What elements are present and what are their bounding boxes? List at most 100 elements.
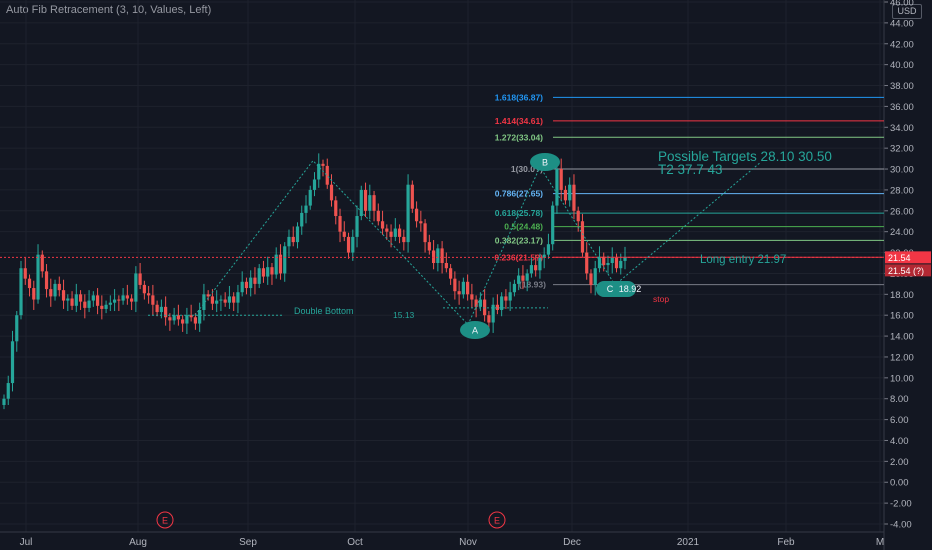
- candle-body: [606, 263, 610, 266]
- candle-body: [576, 210, 580, 222]
- fib-level-label: 1(30.0?): [511, 164, 543, 174]
- candle-body: [538, 257, 542, 271]
- earnings-marker: [156, 511, 174, 529]
- candle-body: [474, 299, 478, 307]
- x-tick-label: Feb: [777, 537, 795, 548]
- candle-body: [410, 184, 414, 209]
- candle-body: [253, 277, 257, 284]
- point-b-bubble-label: B: [542, 158, 548, 168]
- candle-body: [240, 281, 244, 293]
- candle-body: [355, 216, 359, 237]
- y-tick-label: 44.00: [890, 18, 914, 29]
- candle-body: [542, 254, 546, 258]
- candle-body: [580, 221, 585, 253]
- y-tick-label: 32.00: [890, 144, 914, 155]
- point-a-bubble-label: A: [472, 326, 478, 336]
- candle-body: [6, 383, 10, 399]
- candle-body: [440, 248, 444, 263]
- candle-body: [478, 299, 482, 307]
- candle-body: [87, 300, 91, 308]
- y-tick-label: 46.00: [890, 0, 914, 9]
- candle-body: [508, 292, 512, 301]
- candle-body: [568, 184, 572, 201]
- point-c-label: C: [607, 284, 614, 294]
- candle-body: [389, 231, 393, 237]
- y-tick-label: 2.00: [890, 457, 909, 468]
- earnings-marker: [488, 511, 506, 529]
- y-tick-label: 14.00: [890, 332, 914, 343]
- candle-body: [138, 273, 142, 285]
- candle-body: [444, 263, 448, 269]
- candle-body: [487, 315, 491, 323]
- stop-text: stop: [653, 294, 669, 304]
- candle-body: [236, 292, 240, 303]
- x-tick-label: M: [876, 537, 884, 548]
- candle-body: [189, 315, 193, 318]
- candle-body: [40, 254, 44, 272]
- candle-body: [206, 294, 210, 297]
- candle-body: [393, 228, 397, 237]
- candle-body: [232, 296, 236, 303]
- candle-body: [53, 283, 57, 297]
- candle-body: [66, 298, 70, 301]
- x-tick-label: Oct: [347, 537, 363, 548]
- candle-body: [551, 205, 555, 245]
- candle-body: [457, 291, 461, 295]
- candle-body: [172, 315, 176, 321]
- y-tick-label: 24.00: [890, 227, 914, 238]
- candle-body: [198, 309, 202, 324]
- candle-body: [15, 315, 19, 342]
- y-tick-label: 40.00: [890, 60, 914, 71]
- candle-body: [210, 296, 215, 304]
- candle-body: [466, 281, 470, 295]
- candle-body: [385, 228, 389, 232]
- earnings-marker-label: E: [494, 516, 500, 526]
- candle-body: [164, 306, 168, 318]
- double-bottom-text: Double Bottom: [294, 306, 354, 316]
- candle-body: [223, 299, 227, 303]
- fib-level-label: 1.414(34.61): [495, 116, 543, 126]
- candle-body: [427, 242, 431, 251]
- candle-body: [44, 271, 49, 290]
- candle-body: [130, 298, 134, 302]
- candle-body: [304, 205, 308, 213]
- last-price-label: 21.54: [888, 253, 911, 263]
- candle-body: [312, 179, 317, 190]
- candle-body: [563, 189, 568, 201]
- candle-body: [546, 244, 551, 255]
- candle-body: [346, 236, 351, 253]
- candle-body: [500, 296, 504, 310]
- candle-body: [483, 299, 487, 316]
- y-tick-label: 18.00: [890, 290, 914, 301]
- candle-body: [359, 189, 363, 217]
- candle-body: [283, 246, 287, 274]
- fib-level-label: 0.786(27.65): [495, 189, 543, 199]
- candle-body: [504, 296, 508, 301]
- candle-body: [423, 223, 427, 243]
- x-tick-label: Nov: [459, 537, 477, 548]
- targets-line-1: Possible Targets 28.10 30.50: [658, 149, 832, 164]
- x-tick-label: Jul: [20, 537, 33, 548]
- candle-body: [585, 252, 589, 274]
- fib-level-label: 0.618(25.78): [495, 208, 543, 218]
- candle-body: [125, 295, 129, 299]
- candle-body: [406, 184, 410, 243]
- candle-body: [95, 295, 100, 306]
- currency-badge[interactable]: USD: [892, 4, 922, 19]
- candle-body: [27, 278, 32, 289]
- y-tick-label: 34.00: [890, 123, 914, 134]
- candle-body: [295, 226, 300, 243]
- indicator-title[interactable]: Auto Fib Retracement (3, 10, Values, Lef…: [6, 4, 212, 16]
- candle-body: [121, 295, 125, 301]
- candle-body: [572, 184, 576, 211]
- candle-body: [70, 298, 74, 306]
- candle-body: [108, 302, 112, 305]
- candle-body: [185, 315, 189, 324]
- candle-body: [176, 315, 180, 320]
- candle-body: [363, 189, 368, 211]
- candle-body: [351, 236, 355, 253]
- point-c-bubble: [596, 281, 636, 297]
- candle-body: [380, 221, 385, 229]
- candle-body: [78, 294, 83, 302]
